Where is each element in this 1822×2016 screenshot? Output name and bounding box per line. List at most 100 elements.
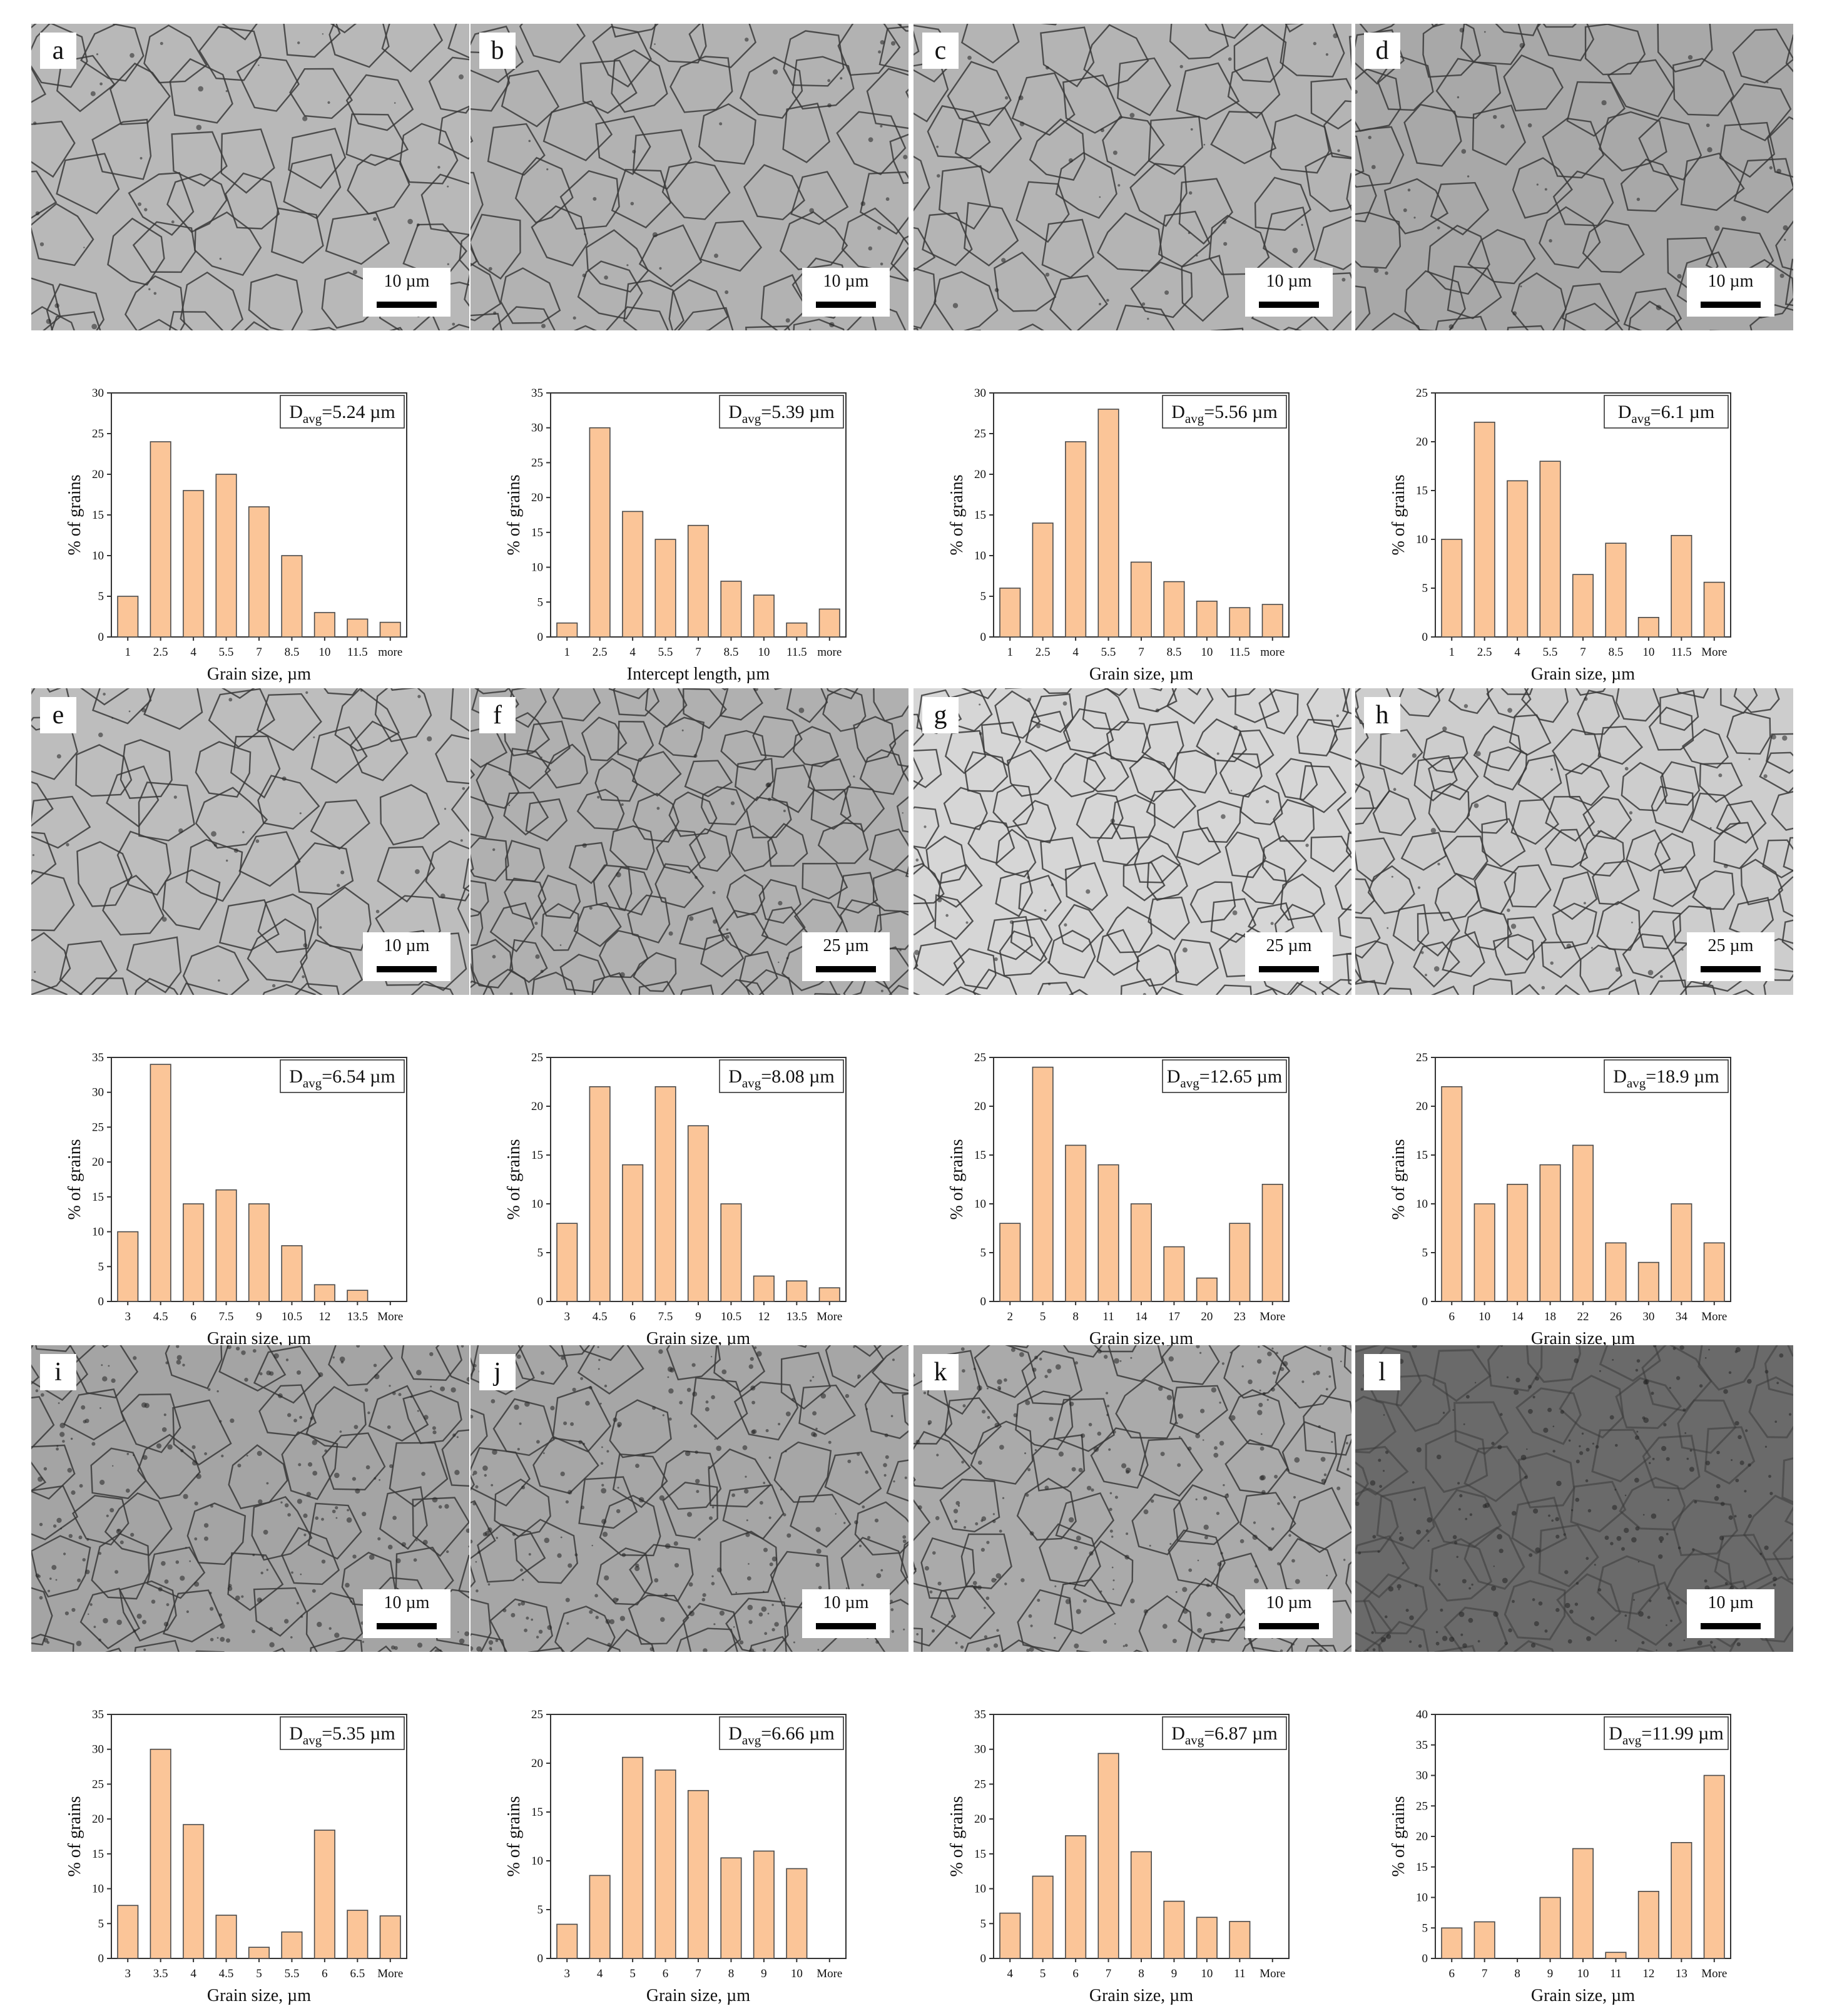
y-axis-title: % of grains bbox=[65, 474, 84, 555]
bar bbox=[1066, 442, 1086, 637]
y-axis-title: % of grains bbox=[504, 1796, 524, 1876]
x-tick-label: 12 bbox=[1642, 1967, 1654, 1980]
y-tick-label: 30 bbox=[92, 1086, 104, 1099]
x-tick-label: 10 bbox=[1201, 1967, 1213, 1980]
x-tick-label: 4 bbox=[190, 646, 196, 659]
y-axis-title: % of grains bbox=[504, 474, 524, 555]
y-tick-label: 5 bbox=[537, 596, 544, 609]
scale-bar: 10 µm bbox=[1687, 268, 1774, 317]
y-tick-label: 25 bbox=[92, 1778, 104, 1791]
x-tick-label: 13 bbox=[1676, 1967, 1687, 1980]
x-tick-label: 8.5 bbox=[285, 646, 300, 659]
davg-symbol: D bbox=[289, 402, 303, 422]
x-tick-label: 7 bbox=[695, 646, 701, 659]
y-tick-label: 15 bbox=[531, 1149, 543, 1162]
scale-bar-label: 10 µm bbox=[1687, 272, 1774, 292]
x-axis-title: Intercept length, µm bbox=[627, 664, 770, 684]
x-tick-label: 3 bbox=[564, 1967, 570, 1980]
y-tick-label: 10 bbox=[531, 1198, 543, 1211]
bar bbox=[557, 623, 578, 637]
x-tick-label: 8 bbox=[1138, 1967, 1144, 1980]
y-tick-label: 10 bbox=[974, 1198, 986, 1211]
y-tick-label: 10 bbox=[92, 1226, 104, 1239]
x-tick-label: 1 bbox=[1448, 646, 1455, 659]
y-tick-label: 30 bbox=[92, 1743, 104, 1756]
x-tick-label: 1 bbox=[125, 646, 131, 659]
x-tick-label: 3.5 bbox=[153, 1967, 168, 1980]
bar bbox=[721, 581, 741, 637]
bar bbox=[1474, 422, 1495, 637]
bar bbox=[347, 1910, 368, 1958]
bar bbox=[1606, 1952, 1626, 1958]
bar bbox=[1066, 1836, 1086, 1958]
davg-subscript: avg bbox=[1631, 411, 1651, 426]
davg-symbol: D bbox=[289, 1723, 303, 1744]
bar bbox=[655, 539, 676, 637]
x-tick-label: 20 bbox=[1201, 1310, 1213, 1323]
davg-value: =18.9 µm bbox=[1646, 1066, 1719, 1087]
x-tick-label: 22 bbox=[1577, 1310, 1589, 1323]
y-tick-label: 25 bbox=[531, 1708, 543, 1721]
y-tick-label: 25 bbox=[92, 427, 104, 440]
y-tick-label: 25 bbox=[974, 427, 986, 440]
x-tick-label: 3 bbox=[125, 1967, 131, 1980]
x-tick-label: 4 bbox=[1514, 646, 1520, 659]
x-tick-label: 10 bbox=[1478, 1310, 1490, 1323]
y-tick-label: 15 bbox=[1416, 1861, 1428, 1874]
x-tick-label: 7 bbox=[256, 646, 262, 659]
x-tick-label: 9 bbox=[1547, 1967, 1554, 1980]
davg-symbol: D bbox=[1613, 1066, 1627, 1087]
y-tick-label: 10 bbox=[531, 561, 543, 574]
y-tick-label: 0 bbox=[1422, 1952, 1428, 1965]
bar bbox=[118, 1232, 138, 1301]
scale-bar-line bbox=[816, 966, 876, 972]
y-tick-label: 0 bbox=[537, 631, 544, 644]
bar bbox=[1164, 582, 1184, 637]
y-tick-label: 35 bbox=[92, 1051, 104, 1064]
bar bbox=[1474, 1922, 1495, 1959]
bar bbox=[1197, 1278, 1218, 1301]
x-tick-label: More bbox=[1701, 1310, 1727, 1323]
y-tick-label: 20 bbox=[974, 468, 986, 481]
y-tick-label: 30 bbox=[974, 1743, 986, 1756]
scale-bar: 10 µm bbox=[363, 1589, 450, 1638]
x-tick-label: 8 bbox=[1514, 1967, 1520, 1980]
bar bbox=[623, 511, 643, 637]
y-tick-label: 10 bbox=[531, 1855, 543, 1868]
bar bbox=[118, 1905, 138, 1958]
scale-bar: 25 µm bbox=[1687, 932, 1774, 981]
y-tick-label: 15 bbox=[974, 1848, 986, 1861]
bar bbox=[249, 1947, 270, 1958]
bar bbox=[380, 1916, 401, 1958]
scale-bar: 10 µm bbox=[802, 268, 890, 317]
y-tick-label: 10 bbox=[1416, 1891, 1428, 1905]
bar bbox=[1474, 1204, 1495, 1301]
y-tick-label: 0 bbox=[98, 631, 104, 644]
y-tick-label: 10 bbox=[1416, 533, 1428, 546]
x-tick-label: 34 bbox=[1676, 1310, 1688, 1323]
bar bbox=[655, 1087, 676, 1301]
y-tick-label: 35 bbox=[1416, 1739, 1428, 1752]
y-tick-label: 15 bbox=[92, 1191, 104, 1204]
x-tick-label: 4 bbox=[1072, 646, 1079, 659]
x-tick-label: 8.5 bbox=[1609, 646, 1624, 659]
y-tick-label: 0 bbox=[1422, 1295, 1428, 1308]
x-tick-label: 4 bbox=[629, 646, 636, 659]
x-tick-label: 5 bbox=[1040, 1967, 1046, 1980]
bar bbox=[1606, 1243, 1626, 1301]
x-tick-label: 10 bbox=[318, 646, 330, 659]
bar bbox=[347, 1290, 368, 1301]
bar bbox=[688, 1126, 709, 1301]
